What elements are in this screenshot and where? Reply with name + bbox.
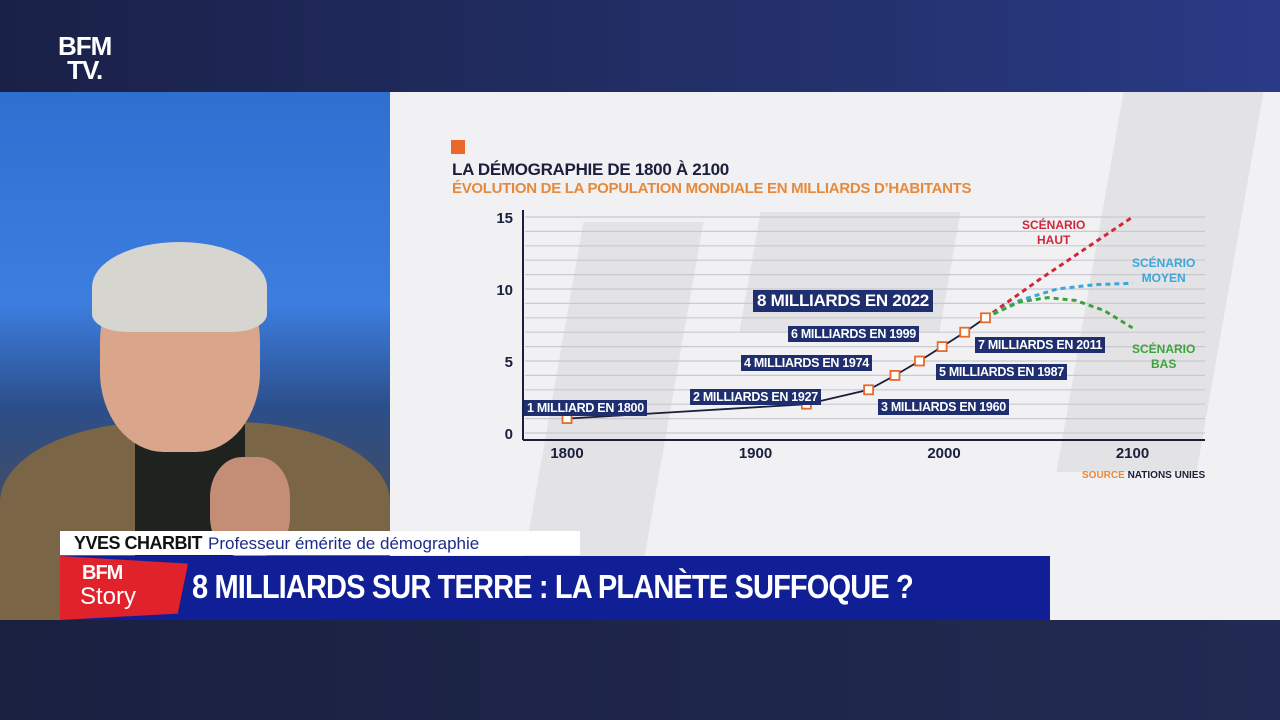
logo-line1: BFM [58, 31, 112, 61]
chart-title: LA DÉMOGRAPHIE DE 1800 À 2100 [452, 160, 729, 179]
data-point-2022 [980, 312, 991, 324]
y-tick-label: 0 [505, 426, 513, 443]
chart-subtitle: ÉVOLUTION DE LA POPULATION MONDIALE EN M… [452, 180, 972, 197]
scenario-label-line1: SCÉNARIO [1132, 342, 1196, 356]
scenario-label-2: SCÉNARIO BAS [1132, 342, 1195, 372]
x-tick-label: 1800 [550, 445, 583, 462]
bfm-story-logo: BFM Story [60, 556, 188, 620]
data-point-1987 [914, 355, 925, 367]
bottom-band [0, 620, 1280, 720]
data-label-1800: 1 MILLIARD EN 1800 [524, 400, 647, 416]
scenario-label-0: SCÉNARIO HAUT [1022, 218, 1085, 248]
y-tick-label: 15 [496, 210, 513, 227]
source-label: SOURCE [1082, 470, 1125, 481]
scenario-line-0 [984, 215, 1134, 320]
scenario-line-2 [984, 296, 1134, 330]
scenario-label-line2: MOYEN [1141, 271, 1186, 285]
x-tick-label: 1900 [739, 445, 772, 462]
data-label-1999: 6 MILLIARDS EN 1999 [788, 326, 919, 342]
scenario-label-line1: SCÉNARIO [1022, 218, 1086, 232]
data-point-1999 [936, 341, 948, 353]
scenario-line-1 [984, 281, 1133, 320]
show-logo-line2: Story [80, 583, 137, 610]
x-tick-label: 2100 [1116, 445, 1149, 462]
guest-name: YVES CHARBIT [74, 533, 203, 553]
data-label-1960: 3 MILLIARDS EN 1960 [878, 399, 1009, 415]
scenario-label-line2: BAS [1151, 357, 1177, 371]
data-point-1960 [863, 384, 874, 396]
x-tick-label: 2000 [927, 445, 960, 462]
scenario-label-line1: SCÉNARIO [1132, 256, 1196, 270]
chart-source: SOURCE NATIONS UNIES [1082, 470, 1205, 481]
y-tick-label: 5 [505, 354, 513, 371]
data-label-1927: 2 MILLIARDS EN 1927 [690, 389, 821, 405]
source-value: NATIONS UNIES [1127, 470, 1206, 481]
title-marker-square [451, 140, 465, 154]
data-label-1987: 5 MILLIARDS EN 1987 [936, 364, 1067, 380]
logo-line2: TV. [67, 55, 103, 85]
guest-name-bar: YVES CHARBIT Professeur émérite de démogr… [60, 531, 580, 555]
y-tick-label: 10 [496, 282, 513, 299]
guest-role: Professeur émérite de démographie [208, 534, 480, 553]
show-logo-line1: BFM [82, 562, 123, 584]
data-label-2022: 8 MILLIARDS EN 2022 [753, 290, 933, 312]
scenario-label-1: SCÉNARIO MOYEN [1132, 256, 1195, 286]
data-label-1974: 4 MILLIARDS EN 1974 [741, 355, 872, 371]
bfmtv-logo: BFM TV. [58, 31, 112, 85]
guest-hair [92, 242, 267, 332]
scenario-label-line2: HAUT [1037, 233, 1071, 247]
top-band: BFM TV. [0, 0, 1280, 92]
headline-bar: BFM Story 8 MILLIARDS SUR TERRE : LA PLAN… [60, 556, 1050, 620]
data-point-1974 [889, 369, 901, 381]
headline-text: 8 MILLIARDS SUR TERRE : LA PLANÈTE SUFFO… [192, 568, 914, 605]
data-label-2011: 7 MILLIARDS EN 2011 [975, 337, 1106, 353]
data-point-2011 [959, 326, 971, 338]
